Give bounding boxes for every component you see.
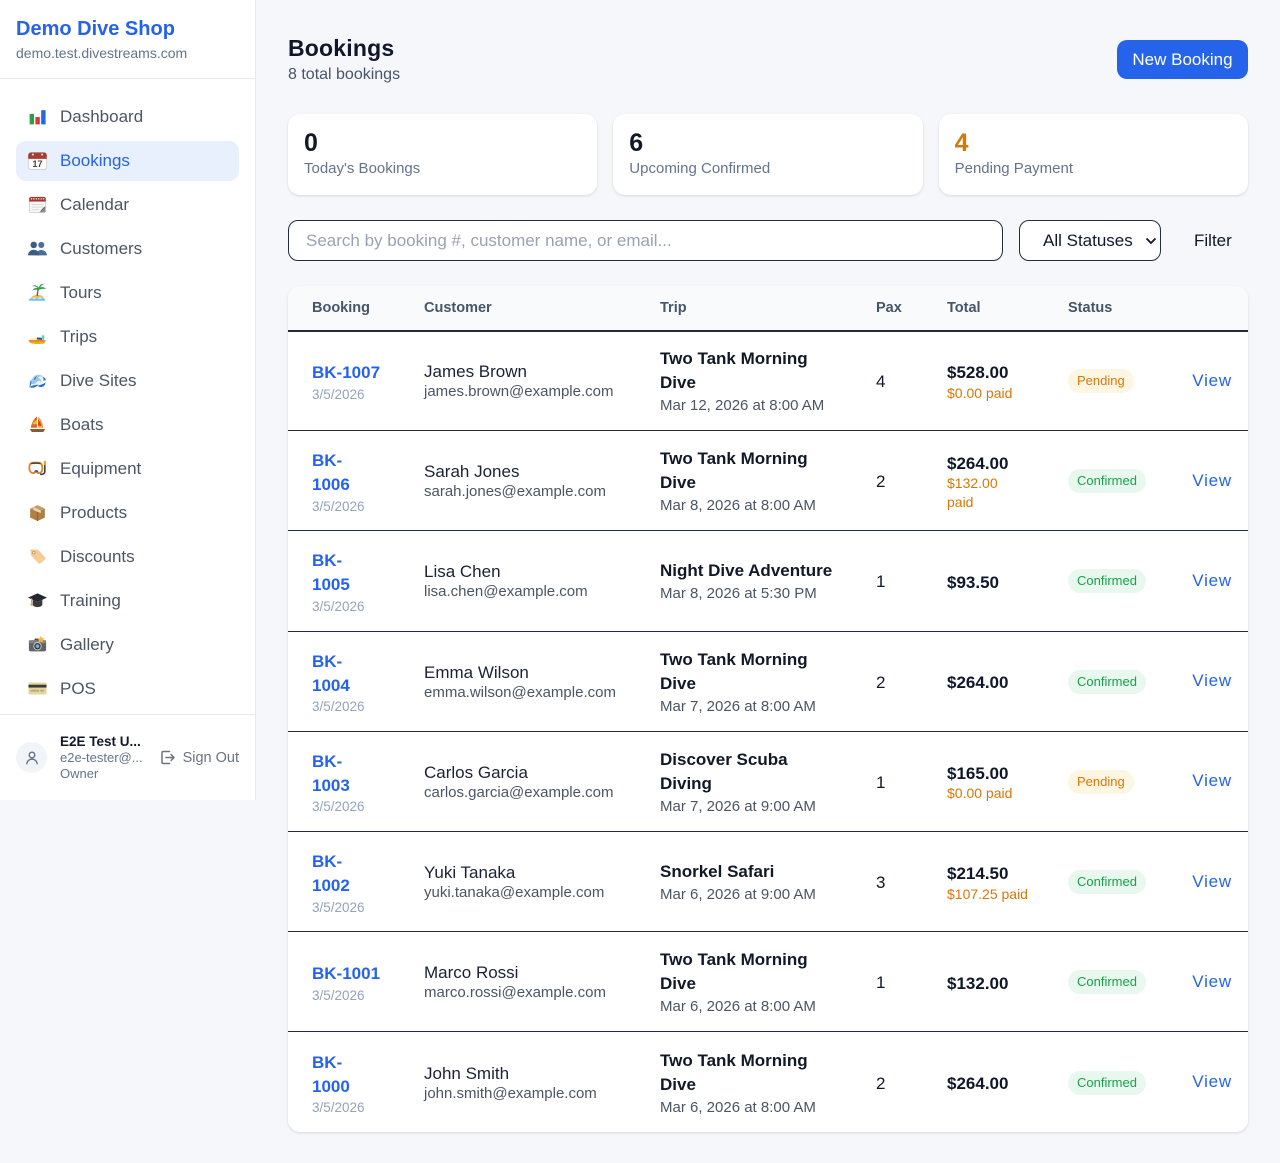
svg-text:17: 17 xyxy=(33,159,43,169)
